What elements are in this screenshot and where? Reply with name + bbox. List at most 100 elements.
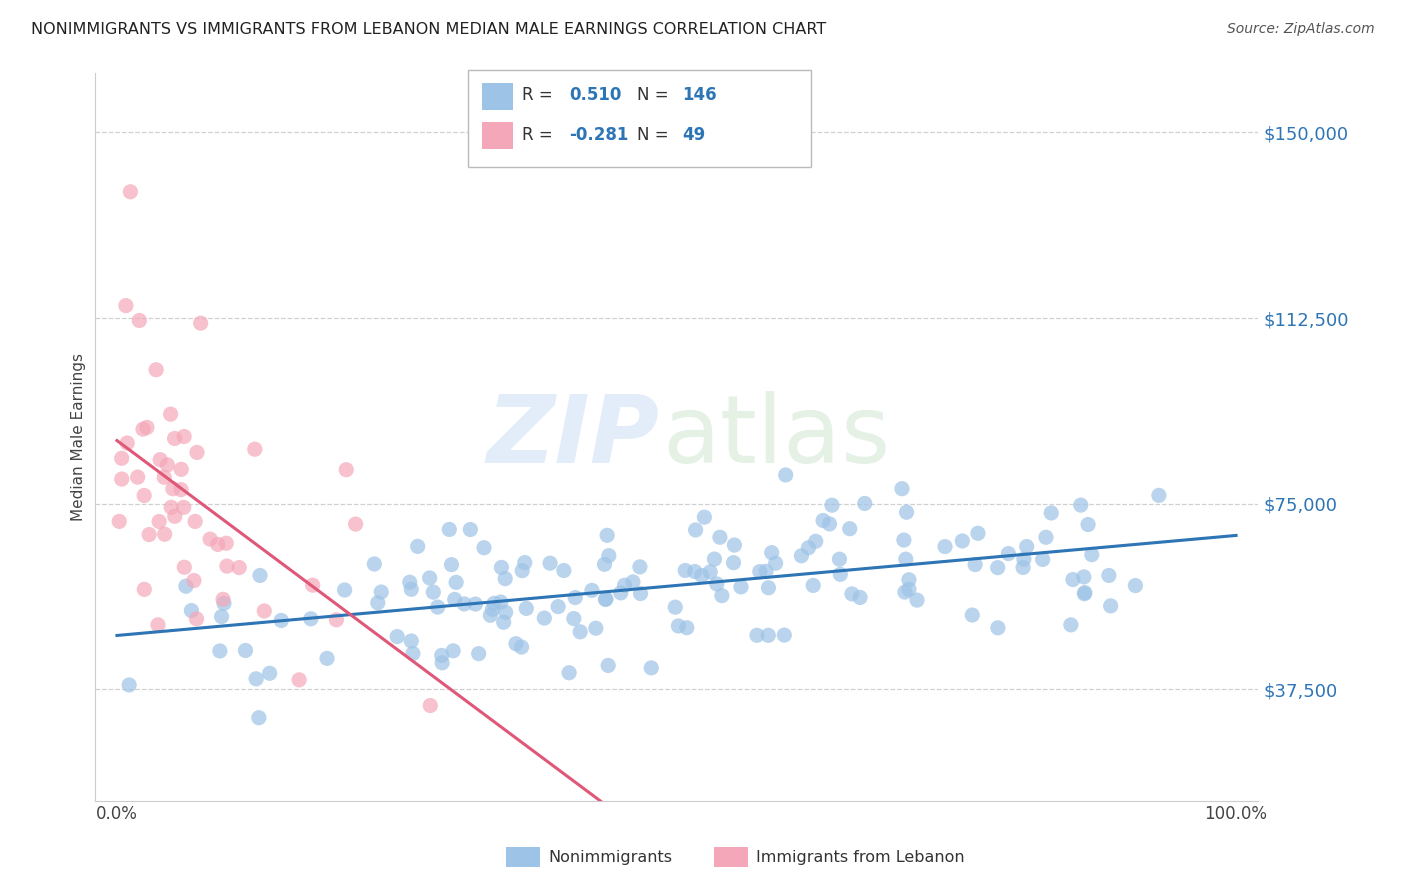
Point — [505, 637, 527, 651]
Text: 146: 146 — [682, 87, 717, 104]
Point — [1081, 548, 1104, 562]
Point — [838, 522, 860, 536]
Point — [533, 611, 555, 625]
Point — [344, 517, 367, 532]
Point — [441, 644, 464, 658]
Point — [153, 527, 176, 541]
Point — [828, 552, 851, 566]
Point — [897, 573, 920, 587]
Point — [675, 621, 697, 635]
Point — [184, 515, 207, 529]
Point — [444, 575, 467, 590]
Point — [401, 634, 423, 648]
Point — [385, 630, 408, 644]
Point — [748, 565, 770, 579]
Text: NONIMMIGRANTS VS IMMIGRANTS FROM LEBANON MEDIAN MALE EARNINGS CORRELATION CHART: NONIMMIGRANTS VS IMMIGRANTS FROM LEBANON… — [31, 22, 827, 37]
Point — [111, 451, 134, 466]
Text: Immigrants from Lebanon: Immigrants from Lebanon — [756, 850, 965, 864]
Point — [830, 567, 852, 582]
Point — [510, 564, 533, 578]
Point — [115, 299, 138, 313]
Point — [628, 560, 651, 574]
Point — [153, 470, 176, 484]
Point — [640, 661, 662, 675]
Point — [1035, 530, 1057, 544]
Point — [128, 313, 150, 327]
Point — [1073, 570, 1095, 584]
Point — [673, 564, 696, 578]
Point — [1099, 599, 1122, 613]
Point — [207, 537, 229, 551]
Point — [598, 658, 620, 673]
Point — [513, 556, 536, 570]
Point — [440, 558, 463, 572]
Point — [585, 621, 607, 635]
Point — [173, 429, 195, 443]
Point — [1040, 506, 1063, 520]
Text: Nonimmigrants: Nonimmigrants — [548, 850, 672, 864]
Point — [170, 462, 193, 476]
Point — [489, 595, 512, 609]
Point — [706, 577, 728, 591]
Point — [186, 445, 208, 459]
Point — [472, 541, 495, 555]
Point — [595, 591, 617, 606]
Point — [367, 596, 389, 610]
Point — [495, 605, 517, 619]
Text: -0.281: -0.281 — [569, 126, 628, 144]
Point — [170, 483, 193, 497]
Point — [419, 698, 441, 713]
Point — [997, 547, 1019, 561]
Point — [481, 602, 503, 616]
Point — [149, 452, 172, 467]
Text: ZIP: ZIP — [486, 391, 659, 483]
Point — [841, 587, 863, 601]
Point — [494, 572, 516, 586]
Point — [773, 628, 796, 642]
Point — [249, 568, 271, 582]
Point — [215, 559, 238, 574]
Point — [245, 672, 267, 686]
Point — [492, 615, 515, 630]
Point — [211, 609, 233, 624]
Text: 0.510: 0.510 — [569, 87, 621, 104]
Point — [208, 644, 231, 658]
Point — [962, 608, 984, 623]
Point — [1077, 517, 1099, 532]
Point — [950, 533, 973, 548]
Point — [163, 432, 186, 446]
Point — [464, 597, 486, 611]
Point — [709, 530, 731, 544]
Point — [693, 510, 716, 524]
Point — [723, 538, 745, 552]
Point — [174, 579, 197, 593]
Point — [162, 482, 184, 496]
Point — [333, 582, 356, 597]
Point — [1062, 573, 1084, 587]
Text: R =: R = — [522, 126, 553, 144]
Point — [460, 523, 482, 537]
Point — [270, 614, 292, 628]
Point — [173, 500, 195, 515]
Point — [301, 578, 323, 592]
Point — [1070, 498, 1092, 512]
Point — [1125, 578, 1147, 592]
Text: atlas: atlas — [662, 391, 891, 483]
Point — [797, 541, 820, 555]
Point — [849, 591, 872, 605]
Text: R =: R = — [522, 87, 553, 104]
Point — [897, 582, 920, 597]
Point — [756, 628, 779, 642]
Text: N =: N = — [637, 87, 668, 104]
Point — [443, 592, 465, 607]
Point — [138, 527, 160, 541]
Point — [775, 467, 797, 482]
Point — [811, 514, 834, 528]
Point — [453, 597, 475, 611]
Point — [159, 407, 181, 421]
Point — [553, 564, 575, 578]
Point — [569, 624, 592, 639]
Point — [399, 582, 422, 597]
Point — [621, 574, 644, 589]
Point — [111, 472, 134, 486]
